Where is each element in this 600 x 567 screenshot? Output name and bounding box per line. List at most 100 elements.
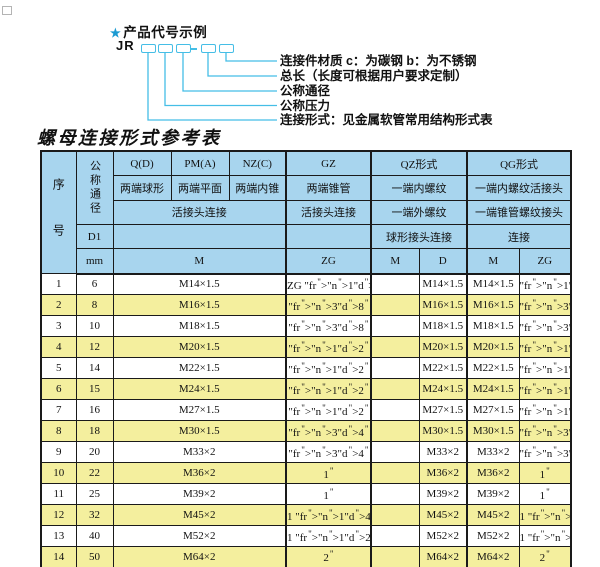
cell-m: M52×2: [112, 525, 287, 547]
table-title: 螺母连接形式参考表: [37, 128, 222, 148]
header-unit-m: M: [112, 248, 287, 275]
header-group-qz: QZ形式: [369, 150, 468, 177]
cell-gz-zg: 2": [285, 546, 372, 567]
cell-seq: 8: [40, 420, 77, 442]
cell-seq: 12: [40, 504, 77, 526]
header-group-pma: PM(A): [170, 150, 230, 177]
cell-mm: 12: [75, 336, 114, 358]
header-conn-union: 活接头连接: [112, 199, 287, 225]
cell-qz-m: [370, 378, 420, 400]
code-dash: [190, 48, 197, 50]
table-row: 4 12 M20×1.5 "fr">"n">1"d">2" M20×1.5 M20×1.5…: [40, 336, 572, 358]
cell-qz-m: [370, 441, 420, 463]
cell-qz-m: [370, 483, 420, 505]
header-ends-qg: 一端内螺纹活接头: [466, 175, 572, 201]
cell-qg-m: M52×2: [466, 525, 520, 547]
header-unit-qg-m: M: [466, 248, 520, 275]
header-mm: mm: [75, 248, 114, 275]
cell-mm: 32: [75, 504, 114, 526]
cell-mm: 6: [75, 273, 114, 295]
header-connect: 连接: [466, 223, 572, 250]
product-code-prefix: JR: [116, 38, 135, 53]
header-conn-qg: 一端锥管螺纹接头: [466, 199, 572, 225]
header-group-qd: Q(D): [112, 150, 172, 177]
cell-gz-zg: 1 "fr">"n">1"d">2": [285, 525, 372, 547]
cell-qz-m: [370, 399, 420, 421]
cell-qg-m: M45×2: [466, 504, 520, 526]
cell-qg-m: M33×2: [466, 441, 520, 463]
table-header: 序号 公称通径 Q(D) PM(A) NZ(C) GZ QZ形式 QG形式 两端…: [40, 150, 572, 275]
header-ends-qd: 两端球形: [112, 175, 172, 201]
header-ends-nzc: 两端内锥: [228, 175, 287, 201]
header-group-qg: QG形式: [466, 150, 572, 177]
header-d1: D1: [75, 223, 114, 250]
table-row: 3 10 M18×1.5 "fr">"n">3"d">8" M18×1.5 M18×1.5…: [40, 315, 572, 337]
cell-qz-m: [370, 504, 420, 526]
cell-qg-zg: "fr">"n">1"d">2": [518, 399, 572, 421]
cell-mm: 22: [75, 462, 114, 484]
table-row: 9 20 M33×2 "fr">"n">3"d">4" M33×2 M33×2 "fr">"…: [40, 441, 572, 463]
header-group-nzc: NZ(C): [228, 150, 287, 177]
cell-qz-m: [370, 420, 420, 442]
header-ball-joint: 球形接头连接: [369, 223, 468, 250]
diagram-title-text: 产品代号示例: [123, 25, 208, 40]
cell-qz-d: M45×2: [418, 504, 468, 526]
cell-qg-zg: "fr">"n">1"d">2": [518, 378, 572, 400]
cell-qz-m: [370, 525, 420, 547]
cell-qz-d: M22×1.5: [418, 357, 468, 379]
cell-m: M24×1.5: [112, 378, 287, 400]
cell-qg-m: M36×2: [466, 462, 520, 484]
cell-qz-d: M18×1.5: [418, 315, 468, 337]
cell-gz-zg: 1": [285, 483, 372, 505]
cell-seq: 13: [40, 525, 77, 547]
header-unit-qz-d: D: [418, 248, 468, 275]
cell-qz-d: M16×1.5: [418, 294, 468, 316]
diagram-title: ★ 产品代号示例: [110, 21, 207, 41]
label-nominal-press: 公称压力: [280, 98, 331, 113]
table-row: 14 50 M64×2 2" M64×2 M64×2 2": [40, 546, 572, 567]
cell-m: M30×1.5: [112, 420, 287, 442]
cell-qz-m: [370, 315, 420, 337]
cell-qg-zg: "fr">"n">1"d">2": [518, 336, 572, 358]
header-seq: 序号: [40, 150, 77, 274]
cell-qg-m: M39×2: [466, 483, 520, 505]
header-ends-pma: 两端平面: [170, 175, 230, 201]
cell-qz-m: [370, 273, 420, 295]
cell-gz-zg: "fr">"n">1"d">2": [285, 399, 372, 421]
header-ends-gz: 两端锥管: [285, 175, 372, 201]
cell-mm: 14: [75, 357, 114, 379]
cell-qg-zg: 1": [518, 462, 572, 484]
cell-mm: 15: [75, 378, 114, 400]
cell-mm: 18: [75, 420, 114, 442]
cell-gz-zg: "fr">"n">3"d">4": [285, 420, 372, 442]
table-row: 11 25 M39×2 1" M39×2 M39×2 1": [40, 483, 572, 505]
cell-qg-zg: "fr">"n">3"d">8": [518, 294, 572, 316]
cell-mm: 16: [75, 399, 114, 421]
cell-qg-m: M20×1.5: [466, 336, 520, 358]
cell-qg-zg: "fr">"n">3"d">4": [518, 441, 572, 463]
table-row: 5 14 M22×1.5 "fr">"n">1"d">2" M22×1.5 M22×1.5…: [40, 357, 572, 379]
star-icon: ★: [110, 26, 122, 40]
cell-qg-zg: "fr">"n">1"d">2": [518, 357, 572, 379]
cell-mm: 20: [75, 441, 114, 463]
cell-mm: 10: [75, 315, 114, 337]
header-unit-qz-m: M: [370, 248, 420, 275]
nut-connection-table: 序号 公称通径 Q(D) PM(A) NZ(C) GZ QZ形式 QG形式 两端…: [40, 150, 573, 567]
cell-m: M33×2: [112, 441, 287, 463]
cell-qz-d: M30×1.5: [418, 420, 468, 442]
cell-mm: 8: [75, 294, 114, 316]
header-unit-zg: ZG: [285, 248, 372, 275]
cell-gz-zg: "fr">"n">1"d">2": [285, 336, 372, 358]
cell-gz-zg: "fr">"n">1"d">2": [285, 378, 372, 400]
cell-qz-d: M39×2: [418, 483, 468, 505]
cell-seq: 5: [40, 357, 77, 379]
cell-seq: 2: [40, 294, 77, 316]
cell-qz-m: [370, 294, 420, 316]
cell-qg-zg: 1 "fr">"n">1"d">4": [518, 504, 572, 526]
cell-qz-m: [370, 336, 420, 358]
cell-qg-zg: 1 "fr">"n">1"d">2": [518, 525, 572, 547]
cell-qz-d: M33×2: [418, 441, 468, 463]
cell-m: M18×1.5: [112, 315, 287, 337]
cell-seq: 11: [40, 483, 77, 505]
